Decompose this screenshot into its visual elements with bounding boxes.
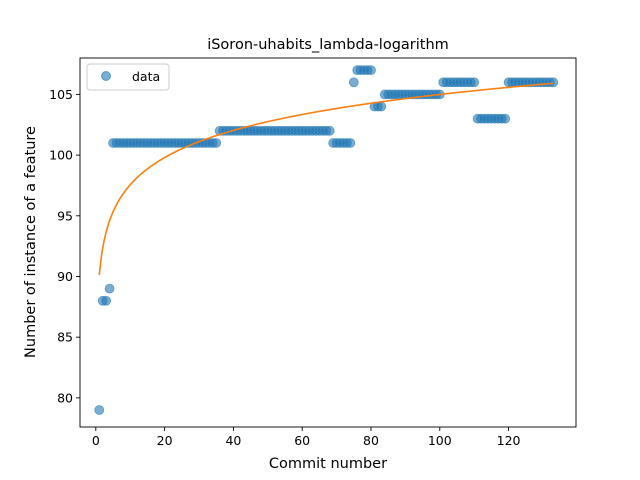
- x-tick-label: 80: [363, 433, 379, 448]
- x-tick-label: 20: [157, 433, 173, 448]
- axes-frame: [79, 57, 577, 428]
- axes: 0 20 40 60 80 100 120 80 85 90 95 100 105: [49, 57, 577, 448]
- x-tick-label: 100: [428, 433, 452, 448]
- y-tick-label: 95: [57, 208, 73, 223]
- data-point: [101, 295, 112, 306]
- data-point: [324, 125, 335, 136]
- x-axis-label: Commit number: [269, 456, 387, 472]
- x-tick-label: 60: [294, 433, 310, 448]
- data-point: [366, 65, 376, 76]
- y-tick-label: 100: [49, 148, 73, 163]
- y-tick-label: 85: [57, 330, 73, 345]
- plot-area: [94, 65, 559, 415]
- x-tick-label: 0: [92, 433, 100, 448]
- y-axis-label: Number of instance of a feature: [23, 126, 39, 358]
- data-point: [376, 101, 387, 112]
- data-point: [104, 283, 115, 294]
- data-point: [548, 77, 559, 88]
- x-tick-label: 120: [497, 433, 521, 448]
- y-tick-label: 80: [57, 390, 73, 405]
- x-tick-label: 40: [225, 433, 241, 448]
- y-tick-label: 105: [49, 87, 73, 102]
- fit-line: [98, 82, 554, 276]
- data-point: [211, 138, 222, 148]
- chart-title: iSoron-uhabits_lambda-logarithm: [207, 37, 449, 53]
- data-point: [345, 138, 356, 148]
- legend: data: [86, 63, 170, 91]
- data-point: [500, 113, 511, 124]
- legend-label: data: [132, 69, 160, 84]
- data-point: [94, 405, 105, 415]
- legend-marker: [101, 71, 111, 81]
- data-point: [348, 77, 359, 88]
- y-tick-label: 90: [57, 269, 73, 284]
- data-point: [469, 77, 480, 88]
- legend-box: [86, 63, 170, 91]
